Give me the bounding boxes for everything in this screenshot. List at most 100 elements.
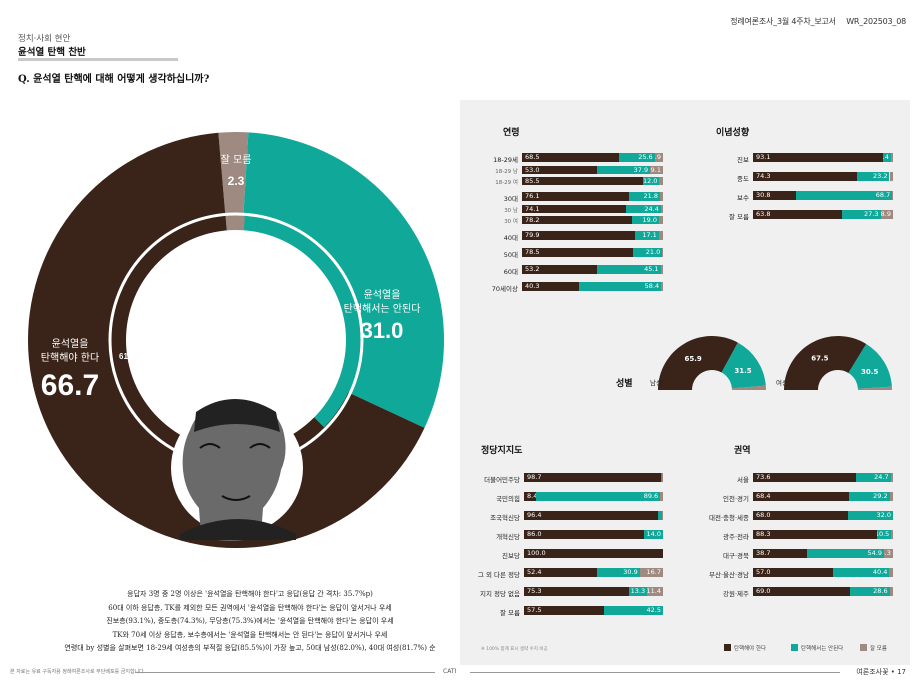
party-bar-value: 89.6	[643, 492, 659, 500]
gender-1-slice-1	[848, 343, 892, 389]
age-bar-segment: 78.2	[522, 216, 633, 224]
party-row-label: 개혁신당	[496, 533, 520, 541]
ideology-bar-value: 5.4	[883, 153, 889, 161]
age-bar-value: 58.4	[644, 282, 660, 290]
report-code: WR_202503_08	[846, 17, 906, 26]
age-bar-value: 9.1	[650, 166, 661, 174]
question-text: Q. 윤석열 탄핵에 대해 어떻게 생각하십니까?	[18, 74, 210, 85]
region-bar-segment: 73.6	[753, 473, 857, 482]
party-row-label: 더불어민주당	[484, 476, 520, 484]
region-bar-value: 57.0	[756, 568, 771, 576]
region-bar-value: 6.3	[884, 549, 891, 557]
region-bar-value: 54.9	[867, 549, 883, 557]
party-bar-segment: 75.3	[524, 587, 629, 596]
legend-dk-label: 잘 모름	[870, 646, 887, 652]
region-bar-value: 29.2	[873, 492, 888, 500]
region-bar-segment: 69.0	[753, 587, 850, 596]
region-bar-value: 73.6	[756, 473, 771, 481]
party-bar-segment: 100.0	[524, 549, 663, 558]
party-bar-segment	[661, 473, 663, 482]
age-bar-segment	[661, 282, 663, 291]
age-bar-value: 21.8	[643, 192, 659, 200]
party-bar-value: 11.4	[647, 587, 661, 595]
not-label-line1: 윤석열을	[364, 289, 401, 301]
party-bar-segment: 13.3	[628, 587, 648, 596]
region-bar-segment: 24.7	[856, 473, 891, 482]
age-bar-value: 19.0	[642, 216, 658, 224]
party-bar-segment: 98.7	[524, 473, 662, 482]
ideology-bar-segment: 74.3	[753, 172, 858, 181]
party-row-label: 진보당	[502, 552, 520, 560]
topic-title: 윤석열 탄핵 찬반	[18, 47, 86, 58]
region-bar-segment: 38.7	[753, 549, 808, 558]
party-bar-value: 30.9	[623, 568, 638, 576]
age-row-label: 30대	[503, 195, 518, 203]
ideology-bar-value: 93.1	[756, 153, 771, 161]
age-bar-segment: 78.5	[522, 248, 633, 257]
ideology-row-label: 잘 모름	[728, 213, 749, 221]
party-row-label: 조국혁신당	[490, 514, 520, 522]
age-row-label: 50대	[503, 251, 518, 259]
ideology-bar-segment: 63.8	[753, 210, 843, 219]
ideology-bar-segment: 23.2	[857, 172, 890, 181]
impeach-value: 66.7	[41, 369, 99, 402]
ideology-row-label: 보수	[737, 194, 749, 202]
age-bar-segment: 79.9	[522, 231, 635, 240]
ideology-bar-value: 27.3	[864, 210, 879, 218]
gender-0-value-0: 65.9	[684, 355, 701, 363]
age-row-label: 30 남	[504, 208, 518, 214]
ideology-bar-segment: 68.7	[796, 191, 893, 200]
category-label: 정치·사회 현안	[18, 34, 71, 44]
legend-impeach-label: 탄핵해야 한다	[734, 646, 767, 652]
gender-1-slice-0	[784, 336, 867, 390]
impeach-label-line1: 윤석열을	[52, 338, 89, 350]
age-bar-segment: 40.3	[522, 282, 579, 291]
gender-male-label: 남성	[650, 378, 662, 387]
base-note: ※ 100% 합계 표시 생략 수치 비공	[481, 647, 548, 652]
dk-value: 2.3	[228, 174, 245, 188]
region-bar-value: 68.0	[756, 511, 771, 519]
ideology-bar-segment: 5.4	[883, 153, 891, 162]
age-bar-segment: 53.2	[522, 265, 597, 274]
summary-line-1: 응답자 3명 중 2명 이상은 '윤석열을 탄핵해야 한다'고 응답(응답 간 …	[127, 590, 373, 598]
age-row-label: 60대	[503, 268, 518, 276]
inner-impeach-label: 61.2	[119, 352, 135, 361]
gender-0-slice-2	[731, 385, 766, 390]
party-bar-segment	[662, 511, 663, 520]
party-bar-value: 100.0	[527, 549, 546, 557]
region-bar-segment: 32.0	[848, 511, 893, 520]
region-bar-value: 32.0	[876, 511, 891, 519]
summary-line-5: 연령대 by 성별을 살펴보면 18-29세 여성층의 부적절 응답(85.5%…	[64, 644, 436, 652]
impeach-label-line2: 탄핵해야 한다	[41, 351, 99, 364]
age-bar-segment: 21.8	[629, 192, 661, 201]
report-header: 정례여론조사_3월 4주차_보고서 WR_202503_08	[722, 16, 906, 27]
age-bar-value: 53.0	[525, 166, 540, 174]
age-bar-segment: 85.5	[522, 177, 643, 185]
topic-underline	[18, 58, 178, 61]
age-bar-segment	[660, 205, 663, 213]
party-bar-segment	[660, 492, 663, 501]
gender-0-value-1: 31.5	[734, 367, 751, 375]
age-bar-segment: 76.1	[522, 192, 630, 201]
age-bar-value: 78.5	[525, 248, 540, 256]
age-bar-segment: 19.0	[632, 216, 660, 224]
age-row-label: 18-29 여	[495, 180, 518, 186]
party-row-label: 국민의힘	[496, 495, 520, 503]
region-bar-segment	[889, 587, 893, 596]
region-bar-value: 88.3	[756, 530, 771, 538]
ideology-bar-segment: 8.9	[880, 210, 893, 219]
ideology-bar-value: 23.2	[873, 172, 888, 180]
gender-1-value-0: 67.5	[811, 355, 828, 363]
region-row-label: 대구·경북	[723, 552, 749, 560]
page-number: 여론조사꽃 • 17	[856, 668, 906, 676]
party-row-label: 그 외 다른 정당	[477, 571, 520, 579]
region-row-label: 강원·제주	[723, 590, 749, 598]
region-bar-value: 68.4	[756, 492, 771, 500]
age-bar-segment: 17.1	[634, 231, 659, 240]
region-bar-segment: 28.6	[849, 587, 890, 596]
age-bar-segment: 68.5	[522, 153, 619, 162]
ideology-bar-segment: 93.1	[753, 153, 884, 162]
age-bar-segment	[658, 231, 663, 240]
party-bar-segment: 8.4	[524, 492, 536, 501]
age-bar-value: 24.4	[644, 205, 659, 213]
